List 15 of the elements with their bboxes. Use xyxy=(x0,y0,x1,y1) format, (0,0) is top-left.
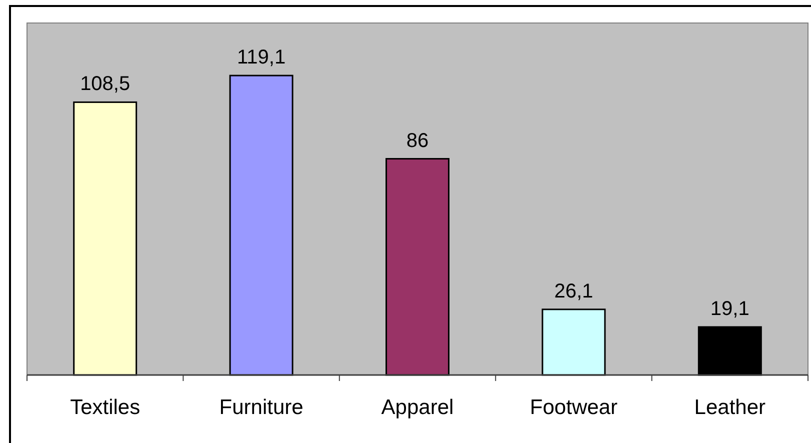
data-label: 26,1 xyxy=(554,280,594,302)
data-label: 108,5 xyxy=(80,73,130,96)
data-label: 119,1 xyxy=(237,46,286,69)
bar xyxy=(386,158,450,376)
bar xyxy=(229,74,294,376)
bar xyxy=(698,326,762,376)
x-tick-label: Furniture xyxy=(219,396,304,419)
x-tick-label: Textiles xyxy=(70,396,140,419)
x-tick-label: Leather xyxy=(694,396,766,419)
x-tick-label: Footwear xyxy=(530,396,618,419)
data-label: 19,1 xyxy=(710,298,750,320)
bar xyxy=(542,308,606,376)
data-label: 86 xyxy=(406,130,429,152)
bar xyxy=(73,101,138,376)
x-tick-label: Apparel xyxy=(381,396,454,419)
